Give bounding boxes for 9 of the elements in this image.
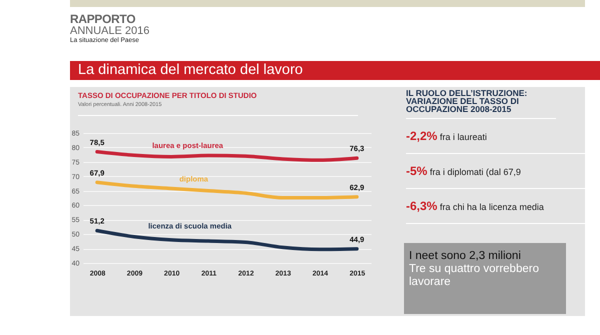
text: RAPPORTO bbox=[70, 12, 136, 26]
text: -2,2% fra i laureati bbox=[406, 119, 586, 154]
text: Tre su quattro vorrebbero lavorare bbox=[409, 263, 540, 289]
text: IL RUOLO DELL’ISTRUZIONE: VARIAZIONE DEL TASSO DI OCCUPAZIONE 2008-2015 bbox=[406, 88, 556, 119]
text: I neet sono 2,3 milioni bbox=[409, 250, 522, 263]
text: La dinamica del mercato del lavoro bbox=[70, 61, 600, 80]
text: -5% fra i diplomati (dal 67,9 bbox=[406, 154, 586, 189]
text: -6,3% fra chi ha la licenza media bbox=[406, 189, 586, 224]
text: ANNUALE 2016 bbox=[70, 25, 150, 37]
